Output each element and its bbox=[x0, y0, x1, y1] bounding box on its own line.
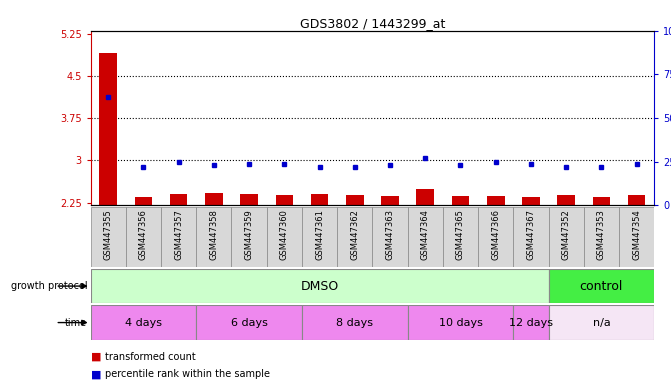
Bar bbox=[91, 269, 549, 303]
Title: GDS3802 / 1443299_at: GDS3802 / 1443299_at bbox=[300, 17, 445, 30]
Text: GSM447367: GSM447367 bbox=[527, 209, 535, 260]
Text: 12 days: 12 days bbox=[509, 318, 553, 328]
Text: GSM447364: GSM447364 bbox=[421, 209, 429, 260]
Bar bbox=[417, 189, 434, 205]
Text: GSM447361: GSM447361 bbox=[315, 209, 324, 260]
Bar bbox=[311, 194, 328, 205]
Bar bbox=[549, 269, 654, 303]
Bar bbox=[372, 207, 408, 267]
Bar bbox=[619, 207, 654, 267]
Text: 8 days: 8 days bbox=[336, 318, 373, 328]
Text: ■: ■ bbox=[91, 352, 101, 362]
Text: percentile rank within the sample: percentile rank within the sample bbox=[105, 369, 270, 379]
Text: GSM447365: GSM447365 bbox=[456, 209, 465, 260]
Text: GSM447358: GSM447358 bbox=[209, 209, 218, 260]
Bar bbox=[196, 207, 231, 267]
Text: transformed count: transformed count bbox=[105, 352, 196, 362]
Bar bbox=[135, 197, 152, 205]
Bar bbox=[240, 194, 258, 205]
Bar bbox=[170, 194, 187, 205]
Bar bbox=[592, 197, 610, 205]
Text: GSM447360: GSM447360 bbox=[280, 209, 289, 260]
Bar bbox=[91, 305, 197, 340]
Text: GSM447352: GSM447352 bbox=[562, 209, 570, 260]
Text: DMSO: DMSO bbox=[301, 280, 339, 293]
Text: GSM447359: GSM447359 bbox=[245, 209, 254, 260]
Bar bbox=[452, 196, 469, 205]
Bar bbox=[346, 195, 364, 205]
Bar bbox=[196, 305, 302, 340]
Bar bbox=[478, 207, 513, 267]
Bar bbox=[267, 207, 302, 267]
Text: GSM447353: GSM447353 bbox=[597, 209, 606, 260]
Bar bbox=[302, 207, 338, 267]
Bar bbox=[381, 196, 399, 205]
Text: n/a: n/a bbox=[592, 318, 610, 328]
Text: GSM447356: GSM447356 bbox=[139, 209, 148, 260]
Text: growth protocol: growth protocol bbox=[11, 281, 87, 291]
Bar bbox=[584, 207, 619, 267]
Text: 10 days: 10 days bbox=[439, 318, 482, 328]
Bar bbox=[513, 207, 548, 267]
Bar bbox=[549, 207, 584, 267]
Text: GSM447363: GSM447363 bbox=[386, 209, 395, 260]
Bar bbox=[549, 305, 654, 340]
Bar bbox=[231, 207, 267, 267]
Text: 6 days: 6 days bbox=[231, 318, 268, 328]
Bar bbox=[338, 207, 372, 267]
Bar bbox=[161, 207, 197, 267]
Text: time: time bbox=[65, 318, 87, 328]
Bar bbox=[91, 207, 126, 267]
Text: GSM447355: GSM447355 bbox=[104, 209, 113, 260]
Text: GSM447362: GSM447362 bbox=[350, 209, 359, 260]
Bar bbox=[205, 193, 223, 205]
Bar bbox=[558, 195, 575, 205]
Bar bbox=[302, 305, 408, 340]
Text: 4 days: 4 days bbox=[125, 318, 162, 328]
Text: GSM447366: GSM447366 bbox=[491, 209, 500, 260]
Bar bbox=[408, 305, 513, 340]
Bar bbox=[408, 207, 443, 267]
Bar bbox=[99, 53, 117, 205]
Text: GSM447357: GSM447357 bbox=[174, 209, 183, 260]
Bar bbox=[522, 197, 539, 205]
Text: ■: ■ bbox=[91, 369, 101, 379]
Bar bbox=[126, 207, 161, 267]
Bar bbox=[628, 195, 646, 205]
Bar bbox=[487, 196, 505, 205]
Bar bbox=[443, 207, 478, 267]
Bar bbox=[513, 305, 548, 340]
Bar bbox=[276, 195, 293, 205]
Text: control: control bbox=[580, 280, 623, 293]
Text: GSM447354: GSM447354 bbox=[632, 209, 641, 260]
